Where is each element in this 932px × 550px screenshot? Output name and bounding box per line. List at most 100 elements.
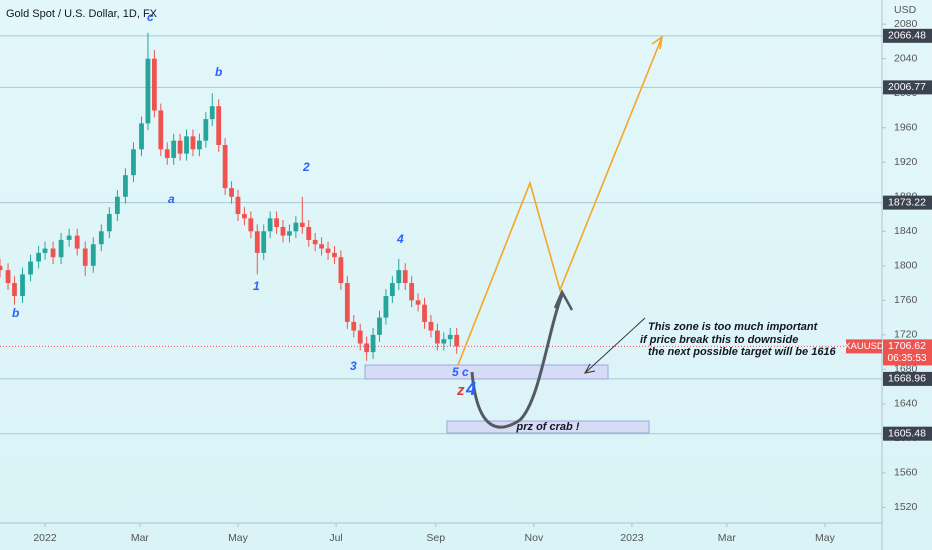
candle-body: [74, 235, 80, 249]
y-tick-label: 1800: [894, 260, 918, 272]
wave-label: c: [147, 10, 154, 24]
candle-body: [114, 196, 120, 215]
candle-body: [58, 239, 64, 258]
candle-body: [312, 239, 318, 245]
candle-body: [351, 321, 357, 331]
wave-label: 3: [350, 359, 357, 373]
zone-note: the next possible target will be 1616: [648, 346, 837, 358]
projection-arrow: [651, 35, 664, 50]
candle-body: [287, 231, 292, 236]
candle-body: [98, 231, 104, 245]
y-tick-label: 2080: [894, 18, 918, 30]
candle-body: [42, 248, 48, 253]
wave-label: b: [215, 65, 222, 79]
level-label: 1668.96: [888, 373, 926, 385]
level-label: 1605.48: [888, 427, 926, 439]
candle-body: [90, 244, 96, 266]
wave-label: 2: [302, 160, 310, 174]
level-label-bg: [883, 426, 932, 441]
projection-path: [457, 36, 663, 366]
level-label-bg: [883, 28, 932, 43]
candle-body: [177, 140, 183, 154]
candle-body: [357, 330, 363, 344]
candle-body: [254, 231, 260, 253]
support-zone: [364, 364, 609, 380]
candle-body: [196, 140, 202, 150]
candle-body: [242, 214, 247, 219]
candle-body: [415, 300, 421, 305]
x-tick-label: Nov: [525, 532, 544, 544]
candle-body: [396, 270, 402, 284]
candle-body: [0, 265, 3, 271]
x-tick-label: Mar: [718, 532, 737, 544]
y-tick-label: 1960: [894, 122, 918, 134]
candle-body: [209, 106, 215, 120]
y-tick-label: 1640: [894, 398, 918, 410]
y-tick-label: 1840: [894, 225, 918, 237]
symbol-bg: [846, 339, 882, 354]
symbol-label: XAUUSD: [844, 341, 884, 352]
y-tick-label: 1920: [894, 156, 918, 168]
candle-body: [145, 58, 151, 124]
x-tick-label: May: [815, 532, 836, 544]
level-label: 2066.48: [888, 30, 926, 42]
zone-note: if price break this to downside: [640, 334, 798, 346]
candle-body: [306, 226, 312, 240]
candle-body: [171, 140, 177, 158]
wave-label: 4: [465, 379, 476, 399]
candle-body: [12, 283, 17, 297]
candle-body: [151, 58, 157, 111]
wave-label: 1: [253, 279, 260, 293]
y-tick-label: 1720: [894, 329, 918, 341]
candle-body: [319, 244, 325, 249]
candle-body: [164, 149, 170, 158]
candle-body: [325, 248, 331, 253]
candle-body: [222, 144, 228, 189]
candle-body: [454, 334, 460, 347]
wave-label: 4: [396, 232, 404, 246]
candle-body: [332, 252, 337, 258]
candle-body: [267, 218, 273, 232]
candle-body: [158, 110, 164, 150]
candle-body: [402, 270, 408, 284]
currency-label: USD: [894, 4, 917, 16]
candle-body: [274, 218, 279, 227]
candle-body: [139, 123, 144, 150]
y-tick-label: 2040: [894, 52, 918, 64]
candle-body: [203, 119, 209, 141]
wave-label: a: [168, 192, 175, 206]
candle-body: [82, 248, 88, 266]
candle-body: [261, 231, 267, 253]
candle-body: [28, 261, 33, 275]
y-tick-label: 1760: [894, 294, 918, 306]
candle-body: [364, 343, 370, 353]
candle-body: [20, 274, 25, 297]
candle-body: [422, 304, 427, 322]
candle-body: [344, 283, 350, 322]
level-label: 2006.77: [888, 81, 926, 93]
candle-body: [280, 226, 286, 236]
wave-label: b: [12, 306, 19, 320]
last-price-bg: [883, 339, 932, 366]
x-tick-label: 2022: [33, 532, 57, 544]
candle-body: [5, 270, 11, 284]
x-tick-label: Jul: [329, 532, 342, 544]
level-label-bg: [883, 80, 932, 95]
candle-body: [123, 175, 128, 197]
candle-body: [216, 106, 222, 145]
x-tick-label: May: [228, 532, 249, 544]
candle-body: [409, 283, 415, 301]
candle-body: [434, 330, 440, 344]
candle-body: [190, 136, 196, 150]
chart-title: Gold Spot / U.S. Dollar, 1D, FX: [6, 8, 158, 20]
level-label-bg: [883, 195, 932, 210]
candle-body: [293, 222, 299, 232]
candle-body: [389, 283, 395, 297]
candle-body: [106, 214, 112, 232]
candle-body: [370, 334, 376, 353]
x-tick-label: Mar: [131, 532, 150, 544]
countdown-label: 06:35:53: [888, 353, 927, 364]
level-label: 1873.22: [888, 196, 926, 208]
